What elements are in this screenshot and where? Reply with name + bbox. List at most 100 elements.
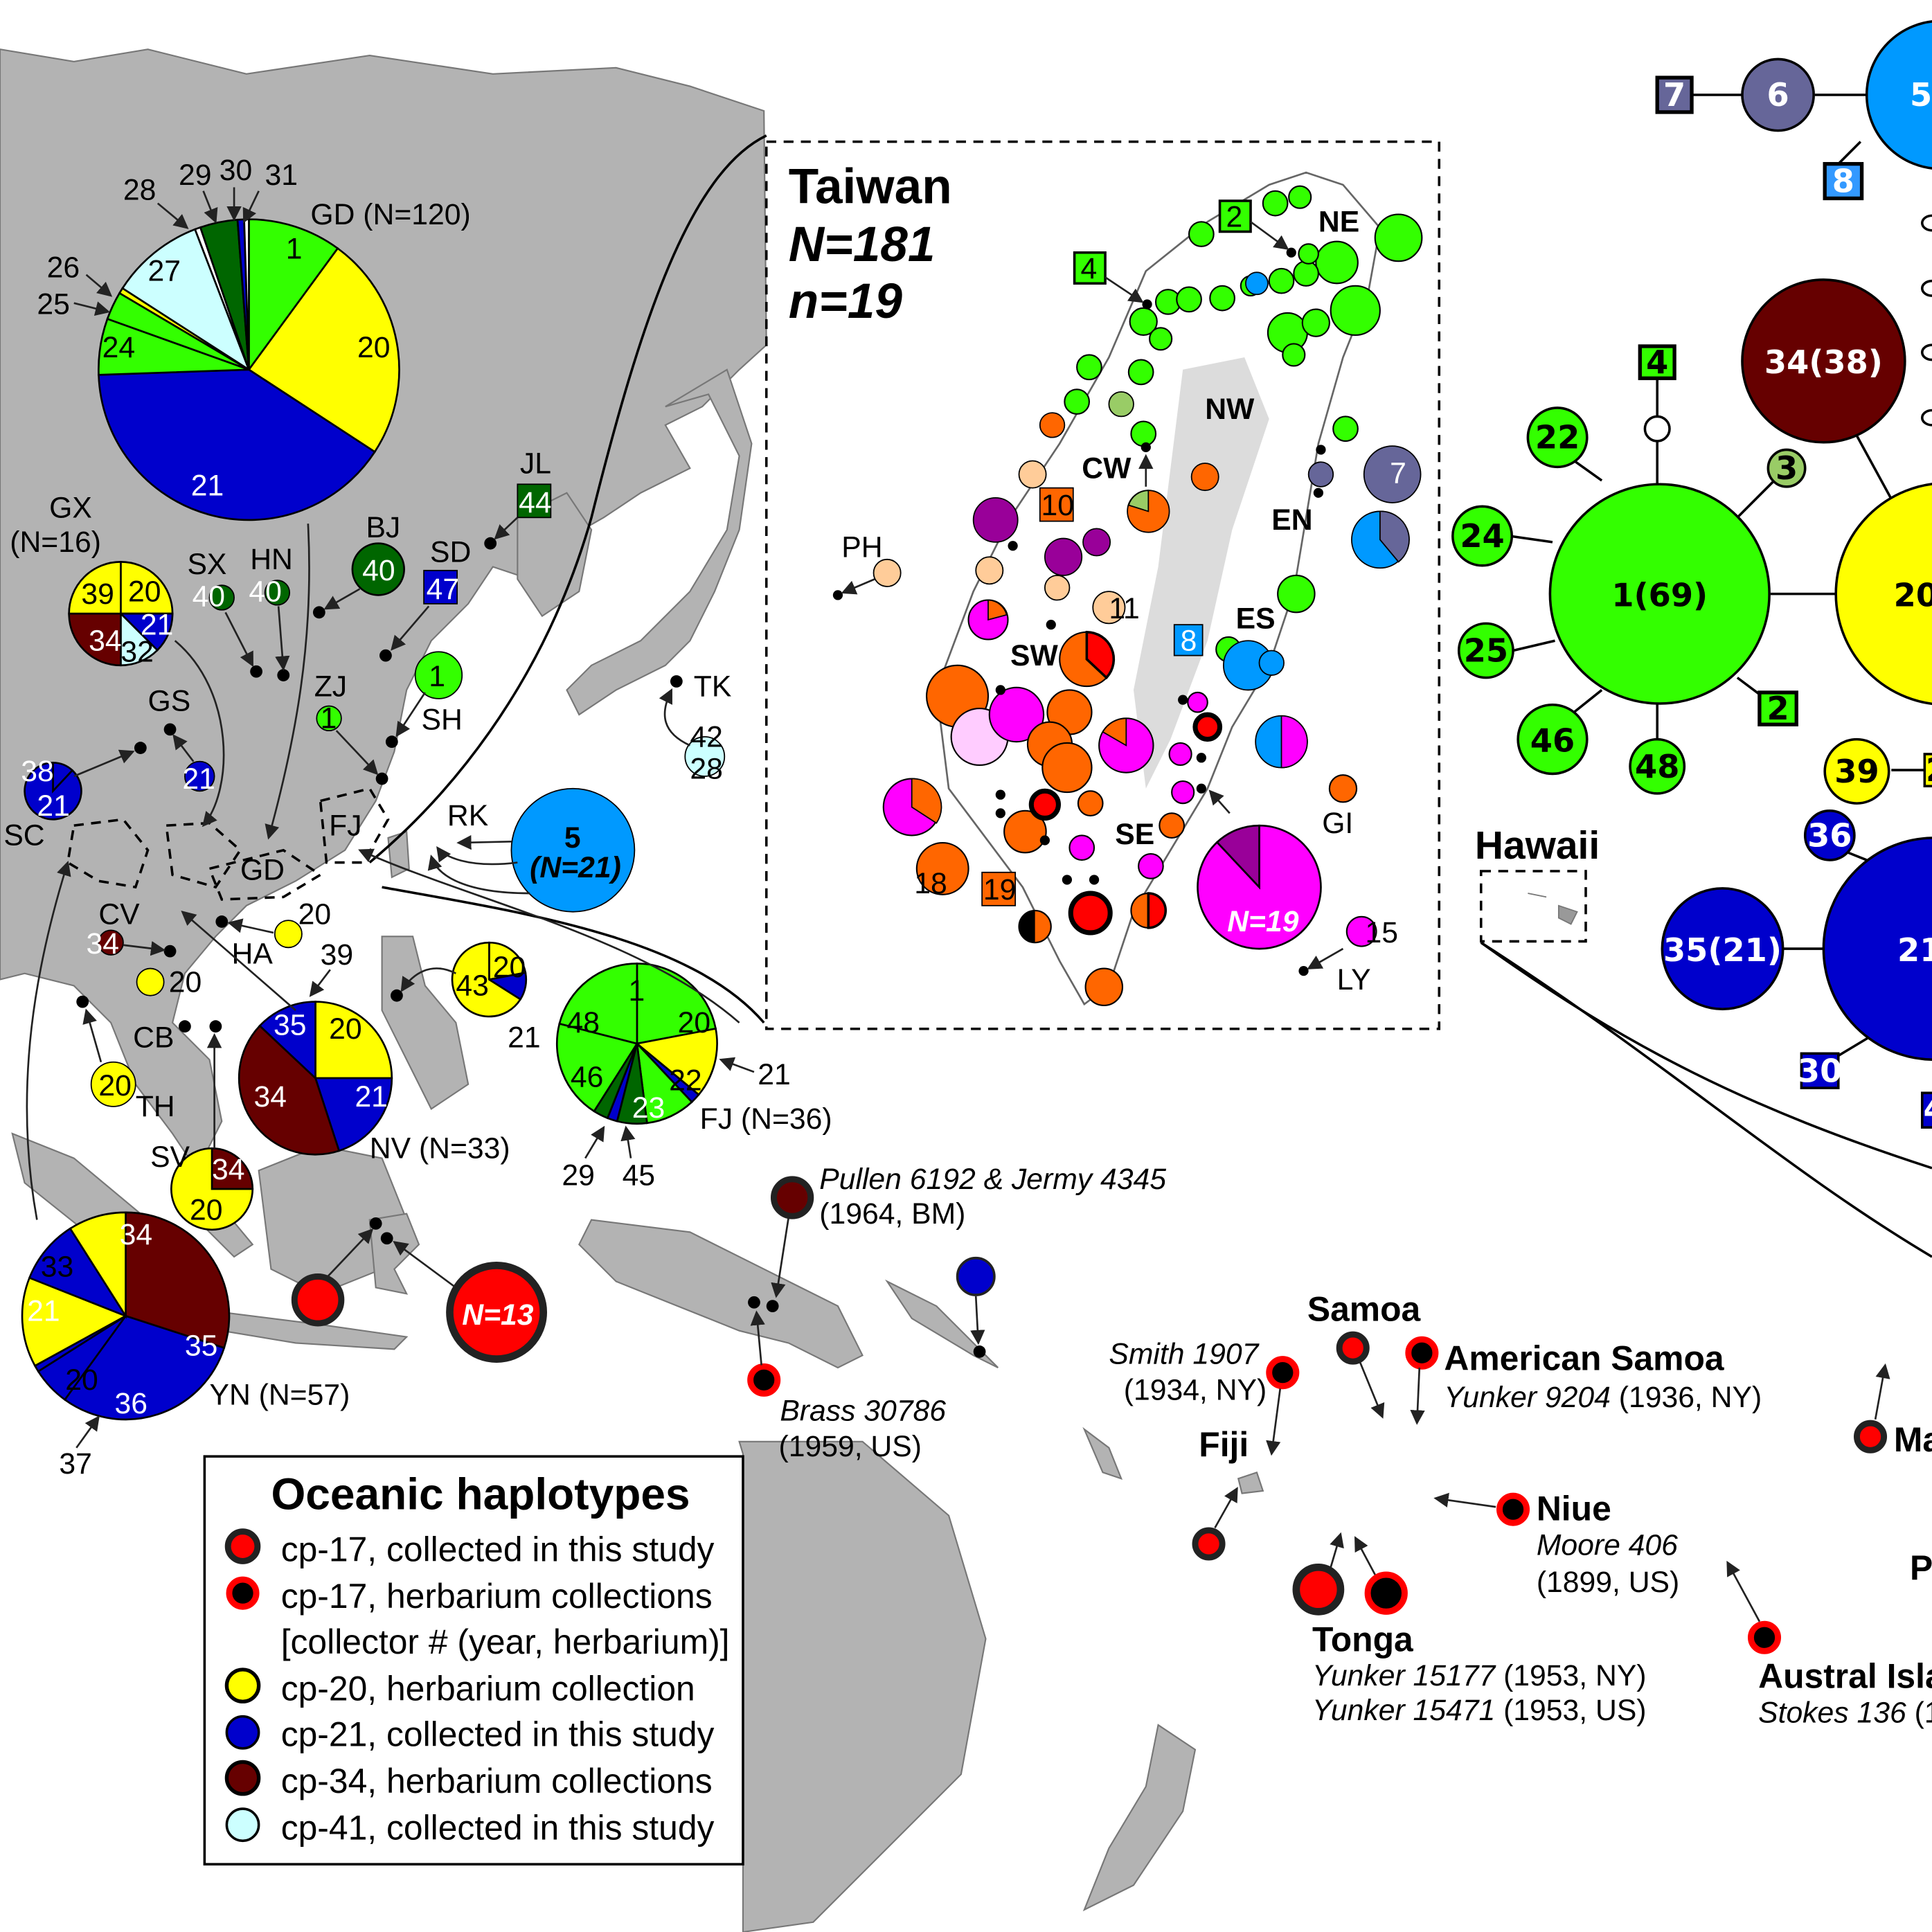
hawaii-connector — [1480, 941, 1932, 1258]
pie-slice-hap-21 — [314, 1077, 393, 1152]
pie-slice-hap-35 — [63, 1314, 226, 1421]
slice-label: 22 — [669, 1064, 701, 1098]
node-39 — [1823, 737, 1890, 805]
node-24 — [1451, 505, 1514, 567]
pullen-meta: (1964, BM) — [819, 1197, 965, 1231]
site-marker-gs — [184, 760, 215, 792]
n13-label: N=13 — [462, 1298, 533, 1332]
slice-label: 45 — [623, 1159, 655, 1192]
hawaii-islands — [1528, 893, 1578, 925]
svg-text:2: 2 — [1766, 690, 1789, 727]
gx-title: GX — [49, 491, 92, 524]
hap-label: 5 — [564, 821, 581, 855]
site-marker-rk — [510, 787, 636, 913]
taiwan-inset: Taiwan N=181 n=19 NE NW CW EN ES SW SE P… — [764, 140, 1441, 1030]
pie-slice-hap-1 — [636, 963, 717, 1045]
region-en: EN — [1271, 503, 1312, 537]
brass-meta: (1959, US) — [779, 1430, 922, 1463]
region-sw: SW — [1010, 639, 1058, 672]
slice-label: 20 — [65, 1363, 98, 1397]
site-marker-cb — [136, 967, 165, 996]
svg-text:Yunker 15471 (1953, US): Yunker 15471 (1953, US) — [1312, 1694, 1647, 1727]
solomons — [885, 1279, 999, 1369]
node-4b — [1920, 1091, 1932, 1129]
site-marker-hn — [264, 580, 291, 606]
slice-label: 34 — [254, 1080, 287, 1113]
slice-label: 21 — [27, 1294, 60, 1327]
pie-slice-hap-20 — [488, 941, 527, 981]
hap-label: 7 — [1390, 457, 1406, 490]
node-missing — [1643, 415, 1671, 442]
pie-slice-hap-20 — [170, 1147, 254, 1231]
region-es: ES — [1236, 602, 1276, 635]
slice-label: 20 — [357, 331, 390, 364]
hap-label: 2 — [1226, 200, 1242, 233]
node-8 — [1823, 161, 1864, 201]
gd-title: GD (N=120) — [310, 198, 470, 231]
tonga-meta-1: (1953, NY) — [1503, 1659, 1646, 1692]
slice-label: 29 — [562, 1159, 594, 1192]
svg-text:Stokes 136 (1: Stokes 136 (1 — [1758, 1697, 1932, 1730]
slice-label: 27 — [148, 255, 181, 288]
cp17-marker — [291, 1273, 345, 1327]
slice-label: 34 — [212, 1153, 244, 1186]
slice-label: 39 — [321, 938, 353, 972]
node-22 — [1526, 406, 1589, 469]
box-hap8 — [1173, 624, 1204, 656]
svg-text:34(38): 34(38) — [1764, 343, 1883, 381]
slice-label: 37 — [59, 1447, 91, 1481]
site-label-jl: JL — [520, 447, 551, 480]
site-label-tk: TK — [694, 670, 732, 703]
fiji-islands — [1237, 1471, 1264, 1494]
cp17-marker-n13 — [446, 1262, 548, 1363]
new-guinea — [578, 1219, 864, 1369]
hap-label: 40 — [362, 554, 395, 587]
hap-label: 20 — [169, 965, 202, 999]
hap-label: 20 — [98, 1069, 131, 1102]
legend-item: cp-20, herbarium collection — [281, 1669, 695, 1708]
austral-label: Austral Isla — [1758, 1657, 1932, 1696]
site-marker-bj — [351, 542, 405, 596]
haplotype-network: 7 6 5( 8 4 34(38) 3 22 24 1(69) 20 25 46 — [1451, 20, 1932, 1129]
pie-sv — [170, 1147, 254, 1231]
region-se: SE — [1115, 818, 1154, 851]
hap-label: 34 — [87, 927, 119, 960]
node-25 — [1457, 622, 1514, 679]
site-marker-sd — [423, 569, 458, 605]
site-label-ha: HA — [232, 937, 274, 970]
pie-slice-hap-20 — [634, 1027, 718, 1096]
province-gx-outline — [66, 818, 150, 889]
legend: Oceanic haplotypes cp-17, collected in t… — [203, 1455, 744, 1866]
svg-text:22: 22 — [1535, 419, 1580, 456]
site-label-rk: RK — [447, 799, 488, 832]
austral-collector: Stokes 136 — [1758, 1697, 1906, 1730]
pie-slice-hap-34 — [68, 612, 122, 667]
site-label-cv: CV — [98, 898, 140, 931]
svg-text:46: 46 — [1530, 722, 1575, 759]
node-21 — [1822, 837, 1932, 1061]
pie-slice-hap-34 — [125, 1211, 231, 1350]
region-ph: PH — [841, 530, 882, 564]
box-hap4 — [1073, 251, 1107, 285]
svg-text:5(: 5( — [1910, 76, 1932, 114]
svg-text:2: 2 — [1926, 751, 1932, 789]
slice-label: 21 — [758, 1058, 790, 1091]
legend-item: cp-17, collected in this study — [281, 1530, 715, 1568]
site-hap3 — [1108, 391, 1134, 418]
box-hap10 — [1039, 487, 1074, 522]
slice-label: 24 — [102, 331, 135, 364]
site-hap7 — [1363, 445, 1422, 503]
hap-label: 42 — [690, 720, 722, 753]
tonga-collector-1: Yunker 15177 — [1312, 1659, 1496, 1692]
tonga-collector-2: Yunker 15471 — [1312, 1694, 1495, 1727]
region-label-gd: GD — [240, 853, 285, 886]
am-samoa-meta: (1936, NY) — [1619, 1381, 1762, 1414]
slice-label: 31 — [265, 159, 298, 192]
pie-slice-hap-48 — [558, 963, 638, 1045]
slice-label: 30 — [220, 154, 252, 187]
site-label-bj: BJ — [366, 511, 400, 544]
slice-label: 21 — [508, 1021, 540, 1054]
taiwan-n: n=19 — [789, 274, 903, 329]
site-marker-jl — [517, 483, 552, 519]
taiwan-mountains — [1133, 357, 1269, 789]
